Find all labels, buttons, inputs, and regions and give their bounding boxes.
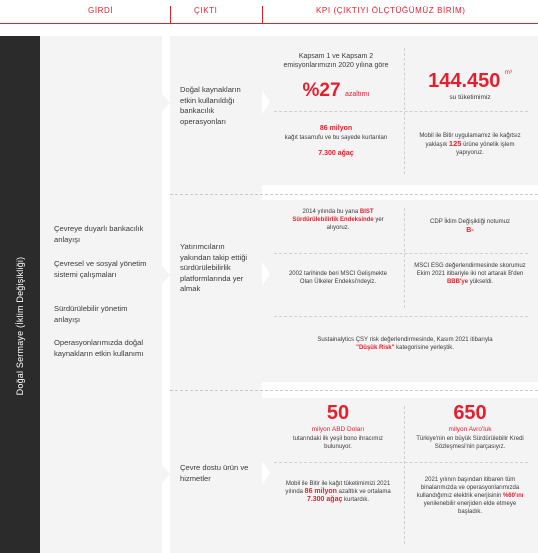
mobile-kpi-3: Mobil ile Bitir ile kağıt tüketimimizi 2…: [282, 480, 394, 504]
input-item: Çevresel ve sosyal yönetim sistemi çalış…: [54, 259, 147, 279]
scope-kpi: %27 azaltımı: [282, 80, 390, 102]
bond-value: 50: [326, 402, 350, 424]
header-separator: [262, 6, 263, 23]
output-column: [170, 36, 262, 553]
kpi-arrow: [262, 461, 270, 485]
bist-value: BIST Sürdürülebilirlik Endeksinde: [292, 209, 374, 223]
kpi-section-3: [262, 398, 538, 553]
msci2-text: MSCI ESG değerlendirmesinde skorumuz Eki…: [414, 263, 526, 277]
water-value: 144.450: [428, 70, 501, 92]
msci2-value: BBB'ye: [446, 279, 469, 285]
energy-text-b: yenilenebilir enerjiden elde etmeye başl…: [423, 501, 517, 515]
kpi-divider: [274, 462, 528, 463]
loan-value: 650: [453, 402, 487, 424]
scope-text: Kapsam 1 ve Kapsam 2 emisyonlarımızın 20…: [283, 53, 389, 69]
water-unit: m³: [504, 70, 512, 76]
cdp-text: CDP İklim Değişikliği notumuz: [430, 219, 510, 225]
kpi-arrow: [262, 90, 270, 114]
header-separator: [170, 6, 171, 23]
output-item: Çevre dostu ürün ve hizmetler: [180, 463, 249, 483]
mobile-text-b: ürüne yönelik işlem yapıyoruz.: [456, 142, 515, 156]
flow-arrow: [162, 465, 170, 483]
mobile-value: 125: [448, 139, 462, 148]
bond-text: tutarındaki ilk yeşil bono ihracımız bul…: [292, 436, 384, 450]
bond-unit: milyon ABD Doları: [311, 426, 365, 433]
sust-suffix: kategorisine yerleştik.: [396, 345, 454, 351]
input-item: Çevreye duyarlı bankacılık anlayışı: [54, 224, 144, 244]
sust-text: Sustainalytics ÇSY risk değerlendirmesin…: [317, 337, 493, 343]
kpi-divider: [274, 253, 528, 254]
kpi-divider: [404, 208, 405, 308]
section-divider: [170, 390, 538, 391]
header-rule: [0, 23, 538, 24]
energy-kpi: 2021 yılının başından itibaren tüm binal…: [414, 476, 526, 516]
sust-value: "Düşük Risk": [356, 345, 395, 351]
input-item: Sürdürülebilir yönetim anlayışı: [54, 304, 128, 324]
sidebar-title: Doğal Sermaye (İklim Değişikliği): [15, 256, 25, 396]
kpi-arrow: [262, 262, 270, 286]
scope-suffix: azaltımı: [344, 91, 370, 98]
output-item: Yatırımcıların yakından takip ettiği sür…: [180, 242, 248, 293]
msci2-suffix: yükseldi.: [469, 279, 494, 285]
section-divider: [170, 194, 538, 195]
header-kpi: KPI (ÇIKTIYI ÖLÇTÜĞÜMÜZ BİRİM): [316, 6, 466, 15]
msci2-kpi: MSCI ESG değerlendirmesinde skorumuz Eki…: [412, 262, 528, 286]
bist-text-b: yer alıyoruz.: [326, 217, 384, 231]
water-kpi: 144.450 m³: [412, 70, 528, 93]
mobile-text-a: Mobil ile Bitir uygulamamız ile kağıtsız…: [419, 133, 521, 148]
paper-value: 86 milyon: [319, 125, 353, 132]
kpi-divider: [274, 111, 528, 112]
mobile3-text-b: azalttık ve ortalama: [338, 489, 391, 495]
header-girdi: GİRDİ: [88, 6, 114, 15]
kpi-section-1: [262, 36, 538, 185]
kpi-section-2: [262, 200, 538, 382]
energy-value: %60'ını: [502, 493, 524, 499]
energy-text-a: 2021 yılının başından itibaren tüm binal…: [416, 477, 520, 499]
flow-arrow: [162, 94, 170, 112]
scope-value: %27: [302, 80, 341, 101]
paper-text: kağıt tasarrufu ve bu sayede kurtarılan: [284, 135, 388, 141]
kpi-divider: [404, 406, 405, 544]
kpi-divider: [274, 316, 528, 317]
water-suffix: su tüketimimiz: [449, 94, 491, 101]
loan-unit: milyon Avro'luk: [448, 426, 492, 433]
paper-trees: 7.300 ağaç: [318, 150, 354, 157]
header-cikti: ÇIKTI: [194, 6, 218, 15]
sust-kpi: Sustainalytics ÇSY risk değerlendirmesin…: [282, 336, 528, 352]
mobile3-value: 86 milyon: [304, 488, 337, 495]
bist-text-a: 2014 yılında bu yana: [302, 209, 359, 215]
mobile-kpi-1: Mobil ile Bitir uygulamamız ile kağıtsız…: [414, 132, 526, 157]
output-item: Doğal kaynakların etkin kullanıldığı ban…: [180, 85, 241, 126]
input-item: Operasyonlarımızda doğal kaynakların etk…: [54, 338, 144, 358]
mobile3-text-c: kurtardık.: [344, 497, 370, 503]
mobile3-trees: 7.300 ağaç: [306, 496, 343, 503]
input-column: [40, 36, 162, 553]
bist-kpi: 2014 yılında bu yana BIST Sürdürülebilir…: [282, 208, 394, 232]
loan-text: Türkiye'nin en büyük Sürdürülebilir Kred…: [416, 436, 524, 450]
mobile3-text-a: Mobil ile Bitir ile kağıt tüketimimizi 2…: [285, 481, 391, 495]
sidebar: Doğal Sermaye (İklim Değişikliği): [0, 36, 40, 553]
flow-arrow: [162, 266, 170, 284]
cdp-value: B-: [466, 227, 474, 234]
msci1-text: 2002 tarihinde beri MSCI Gelişmekte Olan…: [288, 271, 388, 285]
